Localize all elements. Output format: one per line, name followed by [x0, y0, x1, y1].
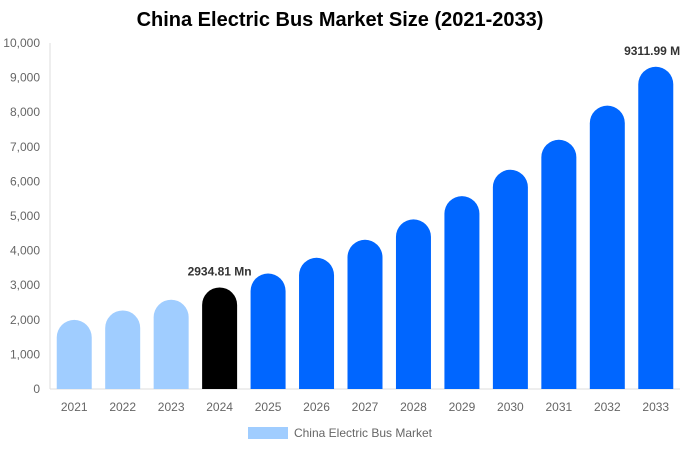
x-tick-label: 2025 — [255, 400, 282, 414]
x-tick-label: 2023 — [158, 400, 185, 414]
x-tick-label: 2029 — [449, 400, 476, 414]
legend-label[interactable]: China Electric Bus Market — [293, 426, 433, 440]
x-tick-label: 2022 — [109, 400, 136, 414]
data-label: 2934.81 Mn — [188, 264, 252, 278]
x-tick-label: 2033 — [642, 400, 669, 414]
y-tick-label: 0 — [33, 382, 40, 396]
y-tick-label: 5,000 — [10, 209, 40, 223]
x-tick-label: 2026 — [303, 400, 330, 414]
bar — [56, 319, 92, 389]
x-tick-label: 2027 — [352, 400, 379, 414]
x-tick-label: 2032 — [594, 400, 621, 414]
y-tick-label: 2,000 — [10, 313, 40, 327]
data-label: 9311.99 Mn — [624, 44, 680, 58]
x-tick-label: 2028 — [400, 400, 427, 414]
bar — [444, 196, 480, 389]
legend-swatch — [247, 427, 288, 439]
x-tick-label: 2031 — [545, 400, 572, 414]
y-tick-label: 9,000 — [10, 71, 40, 85]
x-tick-label: 2021 — [61, 400, 88, 414]
bar — [250, 273, 286, 389]
y-tick-label: 8,000 — [10, 105, 40, 119]
chart-title: China Electric Bus Market Size (2021-203… — [136, 9, 544, 31]
y-tick-label: 3,000 — [10, 278, 40, 292]
bar — [153, 299, 189, 389]
bar — [395, 219, 431, 389]
legend: China Electric Bus Market — [0, 426, 680, 440]
bar — [492, 169, 528, 389]
bar — [541, 139, 577, 389]
x-tick-label: 2030 — [497, 400, 524, 414]
x-tick-label: 2024 — [206, 400, 233, 414]
y-tick-label: 7,000 — [10, 140, 40, 154]
bar — [202, 287, 238, 389]
bar — [638, 66, 674, 389]
y-tick-label: 6,000 — [10, 174, 40, 188]
bar — [347, 239, 383, 389]
bar — [105, 310, 141, 389]
bar — [589, 105, 625, 389]
y-tick-label: 1,000 — [10, 347, 40, 361]
y-tick-label: 4,000 — [10, 244, 40, 258]
bar — [299, 257, 335, 389]
y-tick-label: 10,000 — [3, 36, 40, 50]
